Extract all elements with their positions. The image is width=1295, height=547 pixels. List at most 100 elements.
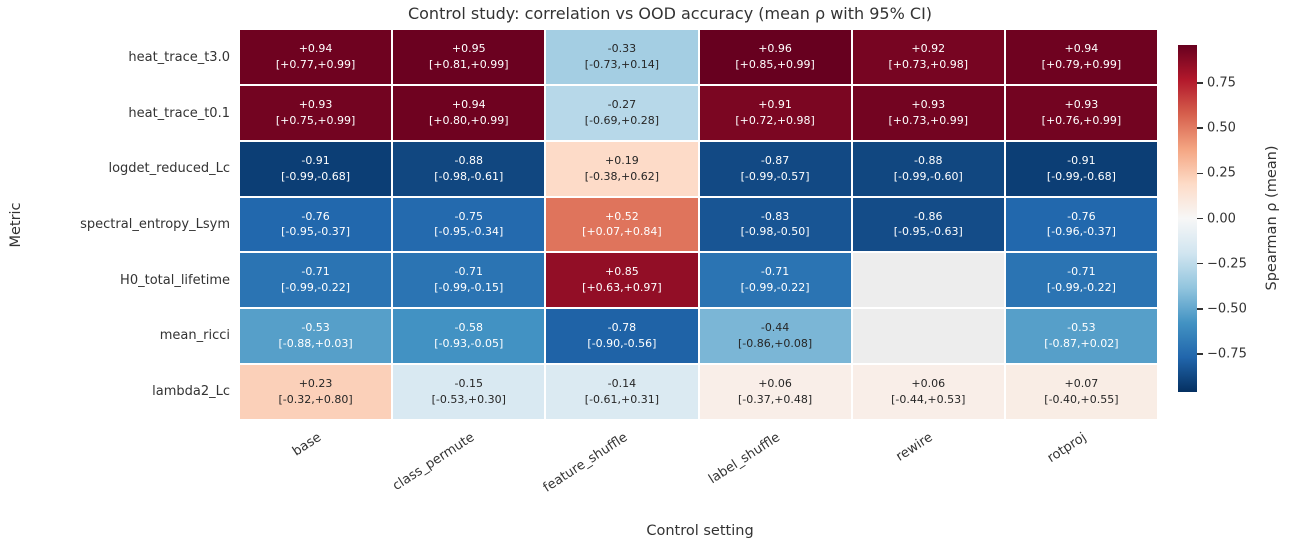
cell-ci: [-0.38,+0.62] [584,169,660,183]
x-tick-label: class_permute [390,430,478,494]
cell-ci: [+0.73,+0.99] [888,113,968,127]
cell-ci: [-0.99,-0.68] [1046,169,1116,183]
x-axis-title: Control setting [646,523,754,539]
cell-value: +0.93 [1064,97,1099,111]
cell-ci: [-0.99,-0.57] [740,169,810,183]
cell-ci: [-0.98,-0.61] [434,169,504,183]
cell-value: +0.93 [298,97,333,111]
y-tick-label: logdet_reduced_Lc [108,161,230,177]
cell-value: -0.91 [301,153,330,167]
cell-value: -0.71 [1067,265,1096,279]
y-tick-label: H0_total_lifetime [120,272,230,288]
cell-value: +0.06 [911,377,946,391]
heatmap-cell: -0.88 [-0.98,-0.61] [393,141,545,196]
cell-value: +0.19 [605,153,639,167]
cell-value: +0.94 [298,41,333,55]
cell-ci: [+0.63,+0.97] [582,281,662,295]
heatmap-cell: -0.27 [-0.69,+0.28] [546,85,698,140]
cell-value: +0.07 [1064,377,1099,391]
cell-ci: [-0.99,-0.22] [281,281,351,295]
heatmap-cell: -0.58 [-0.93,-0.05] [393,309,545,364]
colorbar-tick-label: 0.25 [1207,165,1236,181]
colorbar-tick-label: 0.50 [1207,120,1236,136]
cell-value: +0.92 [911,41,946,55]
colorbar-gradient [1178,45,1197,392]
cell-value: -0.83 [760,209,790,223]
x-tick-label: feature_shuffle [540,430,631,496]
cell-ci: [-0.99,-0.15] [434,281,504,295]
cell-ci: [-0.99,-0.22] [1046,281,1116,295]
cell-value: -0.53 [301,321,330,335]
cell-value: -0.15 [454,377,483,391]
cell-value: +0.94 [451,97,486,111]
cell-ci: [-0.73,+0.14] [584,57,660,71]
y-tick-label: heat_trace_t3.0 [128,50,230,66]
chart-title: Control study: correlation vs OOD accura… [407,4,933,23]
cell-ci: [+0.75,+0.99] [275,113,356,127]
cell-value: -0.88 [454,153,483,167]
cell-ci: [-0.61,+0.31] [584,393,660,407]
cell-ci: [-0.32,+0.80] [278,393,353,407]
heatmap-cell: -0.75 [-0.95,-0.34] [393,197,545,252]
heatmap-cell: +0.07 [-0.40,+0.55] [1005,365,1157,419]
y-tick-labels: heat_trace_t3.0 heat_trace_t0.1 logdet_red… [0,30,230,419]
heatmap-cell: -0.78 [-0.90,-0.56] [546,309,698,364]
cell-value: +0.95 [451,41,486,55]
colorbar-tick-label: 0.00 [1207,211,1236,226]
heatmap-cell: +0.06 [-0.37,+0.48] [699,365,851,419]
cell-ci: [-0.87,+0.02] [1044,337,1119,351]
heatmap-cell: -0.76 [-0.96,-0.37] [1005,197,1157,252]
colorbar-tick-label: −0.25 [1207,256,1247,272]
heatmap-cell [852,253,1004,308]
heatmap-cell: -0.71 [-0.99,-0.15] [393,253,545,308]
heatmap-cell: +0.19 [-0.38,+0.62] [546,141,698,196]
cell-value: +0.85 [605,265,639,279]
y-tick-label: mean_ricci [159,328,230,344]
cell-ci: [-0.95,-0.63] [893,225,963,239]
cell-ci: [-0.86,+0.08] [737,337,813,351]
cell-ci: [+0.77,+0.99] [275,57,356,71]
cell-value: -0.71 [454,265,483,279]
x-tick-label: rewire [893,430,936,465]
cell-ci: [-0.88,+0.03] [278,337,353,351]
heatmap-cell: -0.53 [-0.87,+0.02] [1005,309,1157,364]
cell-value: -0.14 [607,377,637,391]
heatmap-cell: +0.06 [-0.44,+0.53] [852,365,1004,419]
cell-value: -0.87 [760,153,790,167]
colorbar-tick-mark [1197,127,1203,129]
cell-value: -0.76 [1067,209,1096,223]
cell-ci: [-0.44,+0.53] [891,393,966,407]
cell-ci: [+0.85,+0.99] [735,57,815,71]
heatmap-cell: +0.93 [+0.75,+0.99] [240,85,392,140]
heatmap-cell: +0.94 [+0.77,+0.99] [240,30,392,84]
cell-ci: [+0.76,+0.99] [1041,113,1122,127]
cell-ci: [-0.98,-0.50] [740,225,810,239]
cell-ci: [+0.81,+0.99] [428,57,509,71]
heatmap-cell: -0.91 [-0.99,-0.68] [240,141,392,196]
cell-value: +0.94 [1064,41,1099,55]
heatmap-cell: -0.71 [-0.99,-0.22] [1005,253,1157,308]
cell-value: -0.44 [760,321,790,335]
cell-value: -0.86 [914,209,943,223]
cell-value: +0.23 [298,377,333,391]
heatmap-cell: -0.91 [-0.99,-0.68] [1005,141,1157,196]
cell-value: -0.58 [454,321,483,335]
cell-value: -0.71 [760,265,790,279]
cell-ci: [-0.93,-0.05] [434,337,504,351]
cell-value: -0.76 [301,209,330,223]
cell-value: +0.93 [911,97,946,111]
heatmap-cell: -0.86 [-0.95,-0.63] [852,197,1004,252]
y-tick-label: lambda2_Lc [152,383,230,399]
colorbar-tick-mark [1197,82,1203,84]
cell-value: +0.52 [605,209,639,223]
cell-value: -0.27 [607,97,637,111]
cell-ci: [-0.95,-0.37] [281,225,351,239]
cell-ci: [-0.96,-0.37] [1046,225,1116,239]
heatmap-cell: -0.87 [-0.99,-0.57] [699,141,851,196]
heatmap-cell: -0.71 [-0.99,-0.22] [699,253,851,308]
heatmap-cell: -0.33 [-0.73,+0.14] [546,30,698,84]
cell-ci: [-0.40,+0.55] [1044,393,1119,407]
cell-value: -0.91 [1067,153,1096,167]
cell-ci: [-0.53,+0.30] [431,393,506,407]
heatmap-cell: -0.88 [-0.99,-0.60] [852,141,1004,196]
